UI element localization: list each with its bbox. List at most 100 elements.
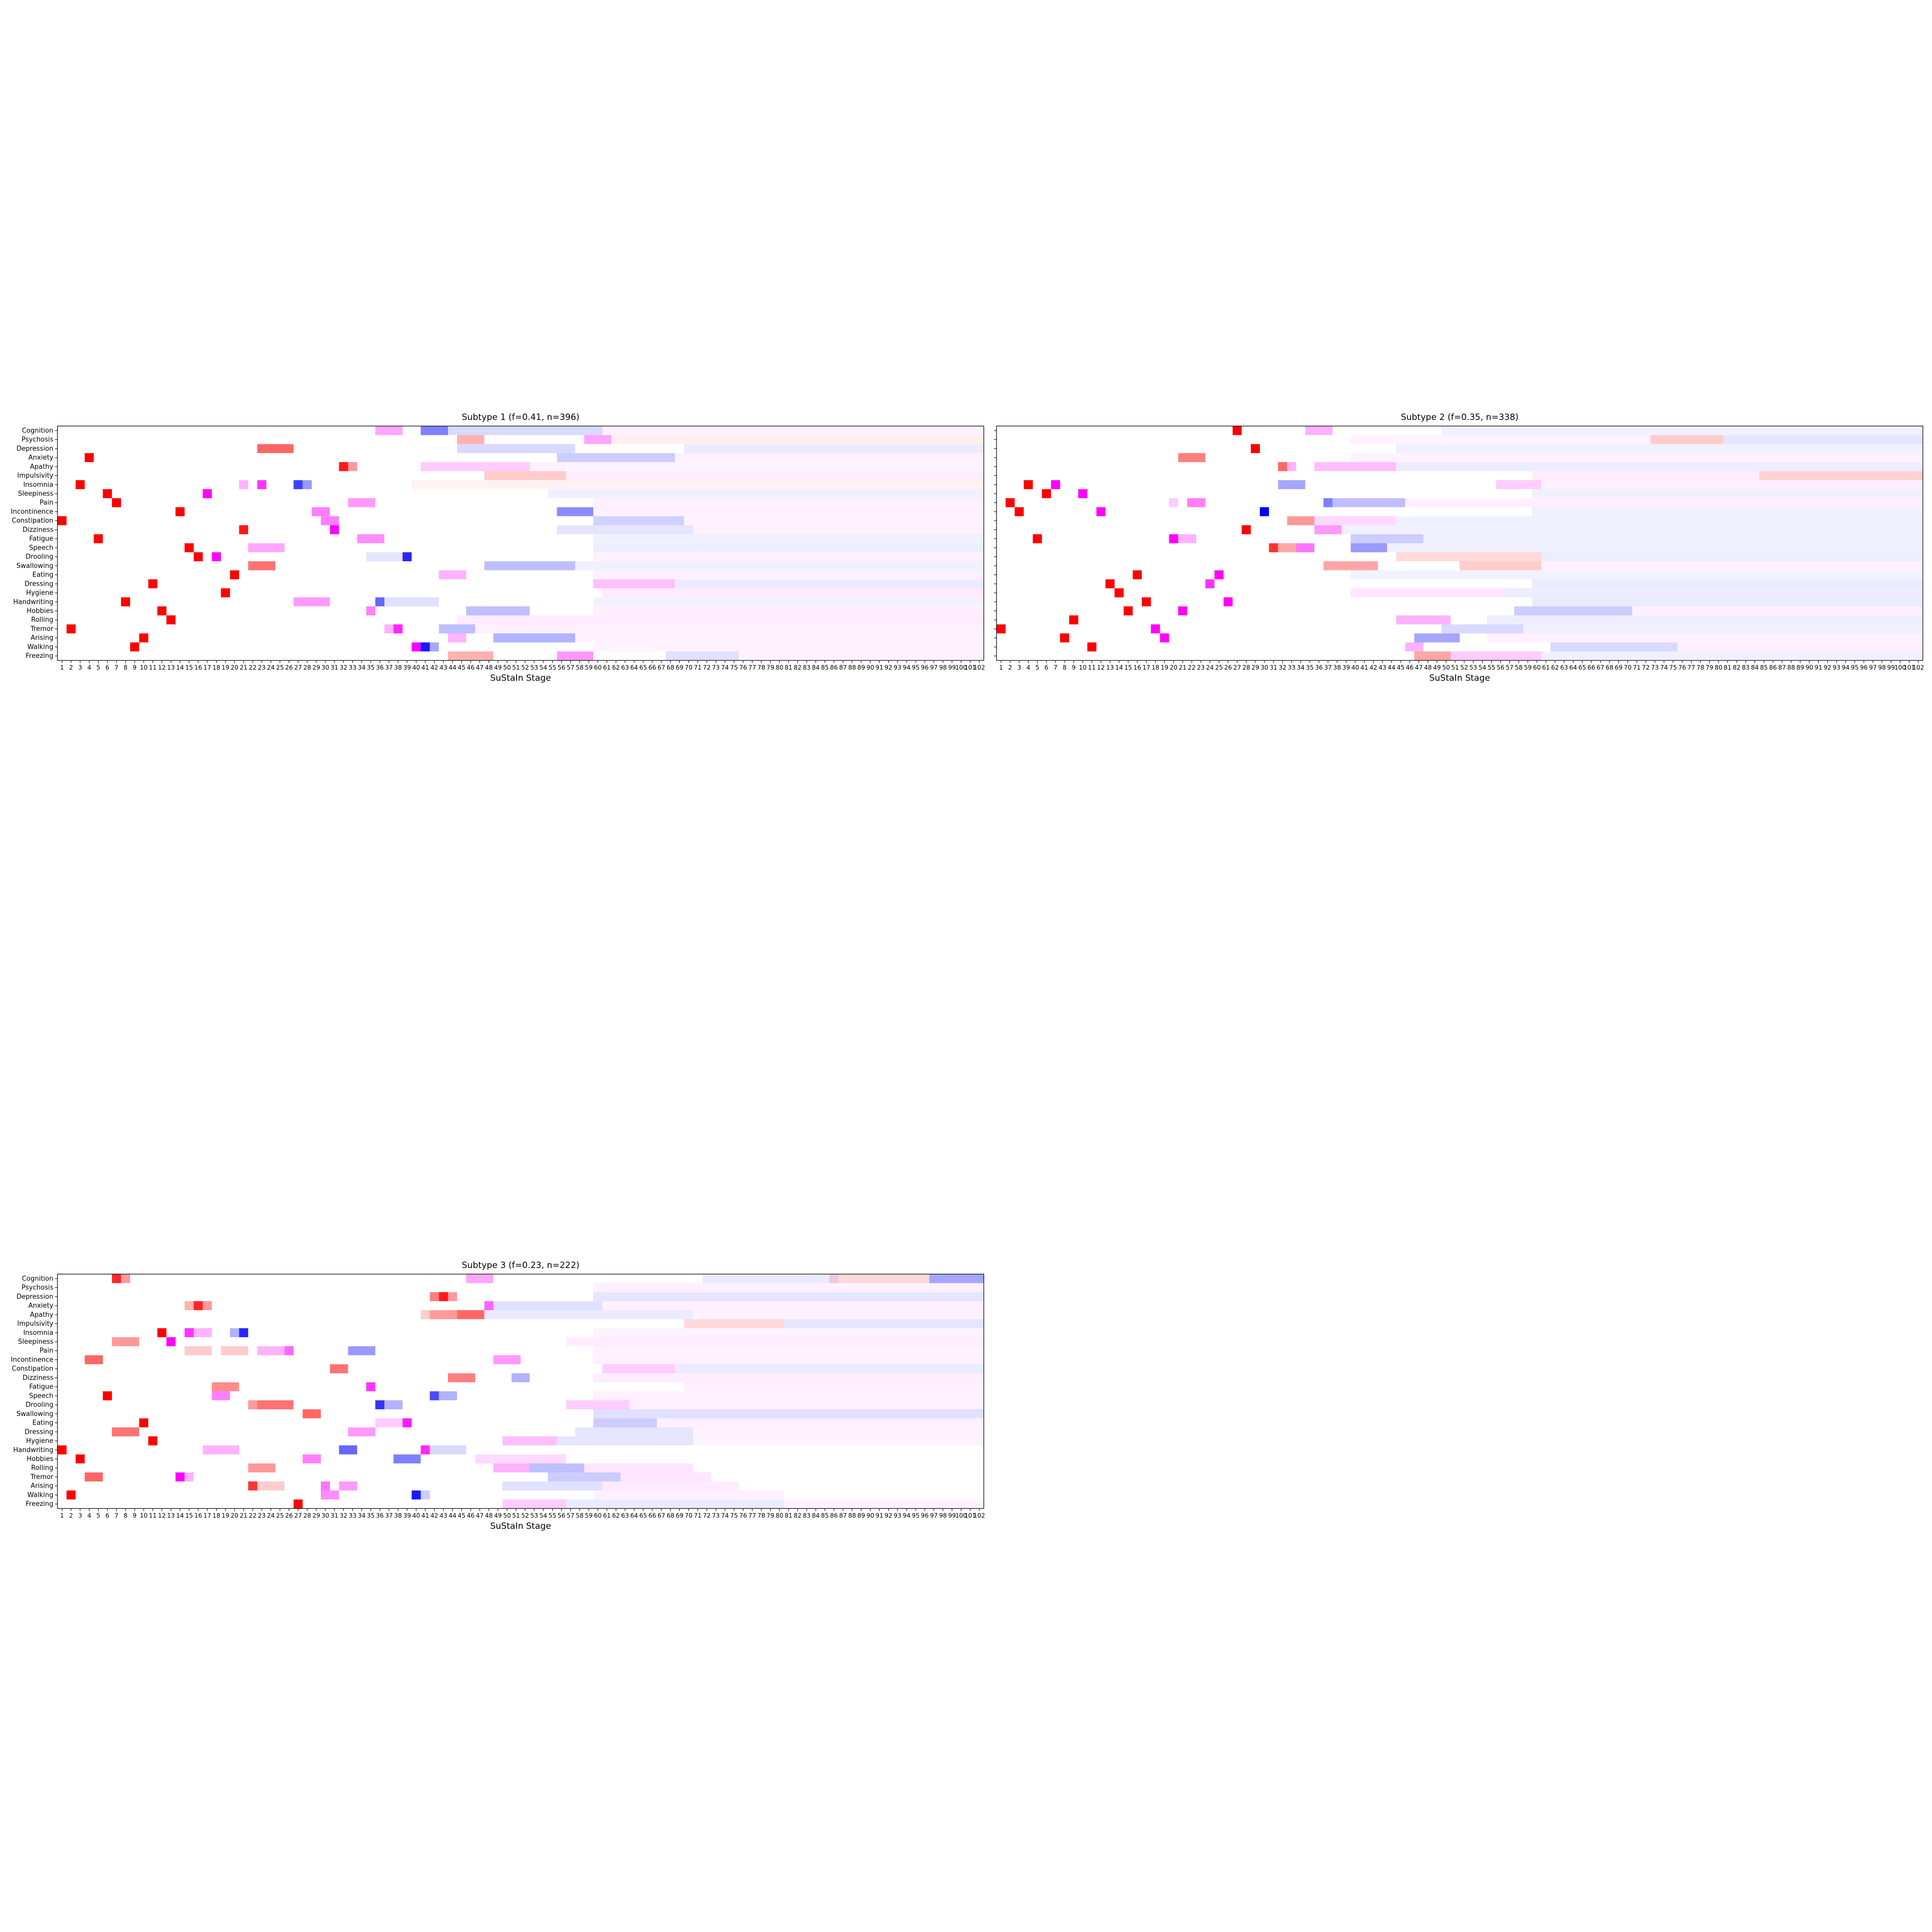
stage-tick-label: 26 [285, 1512, 293, 1519]
stage-cell [557, 1436, 693, 1445]
stage-tick-label: 43 [440, 664, 447, 671]
stage-cell [457, 1310, 485, 1319]
stage-tick-label: 19 [222, 664, 229, 671]
stage-cell [1414, 651, 1451, 660]
stage-tick-label: 99 [1887, 664, 1895, 671]
stage-tick-label: 29 [1251, 664, 1259, 671]
stage-cell [1451, 651, 1542, 660]
stage-cell [239, 480, 249, 490]
stage-tick-label: 42 [431, 1512, 438, 1519]
stage-cell [1287, 516, 1315, 526]
stage-cell [157, 1328, 167, 1338]
stage-cell [593, 543, 984, 553]
stage-tick-label: 9 [1072, 664, 1076, 671]
stage-tick-label: 73 [1651, 664, 1658, 671]
stage-tick-label: 27 [294, 664, 302, 671]
stage-tick-label: 64 [1569, 664, 1577, 671]
stage-cell [321, 1481, 330, 1491]
biomarker-label: Swallowing [16, 562, 53, 570]
stage-tick-label: 70 [685, 1512, 692, 1519]
biomarker-label: Insomnia [23, 1329, 53, 1337]
stage-tick-label: 9 [133, 664, 137, 671]
stage-tick-label: 66 [648, 1512, 656, 1519]
stage-tick-label: 69 [676, 664, 683, 671]
stage-cell [430, 1292, 439, 1302]
stage-cell [339, 1481, 357, 1491]
stage-cell [1532, 597, 1923, 607]
stage-tick-label: 25 [1215, 664, 1223, 671]
stage-cell [666, 651, 739, 660]
stage-tick-label: 32 [1279, 664, 1286, 671]
stage-cell [1187, 498, 1205, 507]
stage-cell [1396, 462, 1923, 471]
stage-tick-label: 74 [1660, 664, 1668, 671]
stage-tick-label: 49 [494, 1512, 502, 1519]
stage-cell [593, 552, 984, 561]
stage-tick-label: 102 [974, 664, 985, 671]
stage-cell [1069, 615, 1078, 625]
stage-cell [1169, 498, 1179, 507]
stage-tick-label: 82 [1733, 664, 1740, 671]
stage-cell [593, 1490, 784, 1500]
stage-tick-label: 80 [775, 1512, 783, 1519]
stage-cell [502, 1436, 557, 1445]
stage-cell [602, 426, 984, 435]
stage-tick-label: 92 [1824, 664, 1831, 671]
biomarker-label: Eating [33, 1420, 53, 1427]
biomarker-label: Rolling [31, 616, 53, 624]
stage-tick-label: 88 [848, 1512, 856, 1519]
biomarker-label: Sleepiness [18, 1338, 53, 1346]
stage-cell [257, 1481, 285, 1491]
biomarker-label: Rolling [31, 1464, 53, 1472]
subtype-3-stage-ticks: 1 2 3 4 5 6 7 8 9 10 11 12 13 14 15 16 17 18 19 20 21 22 23 24 2… [60, 1508, 985, 1519]
stage-tick-label: 59 [585, 1512, 592, 1519]
biomarker-label: Arising [31, 635, 53, 642]
biomarker-label: Walking [27, 643, 53, 651]
stage-tick-label: 46 [467, 1512, 474, 1519]
stage-cell [466, 606, 530, 616]
stage-cell [439, 1292, 448, 1302]
stage-cell [384, 624, 394, 633]
stage-cell [175, 507, 185, 517]
stage-cell [366, 552, 403, 561]
stage-cell [593, 1283, 984, 1292]
biomarker-label: Drooling [25, 553, 53, 561]
stage-tick-label: 27 [1233, 664, 1241, 671]
stage-cell [1042, 489, 1051, 498]
stage-tick-label: 96 [1860, 664, 1867, 671]
stage-cell [593, 606, 984, 616]
stage-tick-label: 81 [784, 1512, 792, 1519]
stage-tick-label: 33 [1288, 664, 1295, 671]
biomarker-label: Constipation [12, 517, 53, 525]
stage-cell [1242, 525, 1251, 534]
stage-cell [148, 579, 158, 589]
stage-tick-label: 97 [1869, 664, 1877, 671]
stage-tick-label: 54 [539, 664, 547, 671]
stage-tick-label: 38 [1333, 664, 1341, 671]
stage-tick-label: 90 [1805, 664, 1813, 671]
biomarker-label: Pain [40, 1347, 53, 1355]
stage-cell [321, 1490, 339, 1500]
stage-tick-label: 12 [158, 664, 166, 671]
stage-cell [439, 624, 475, 633]
stage-cell [566, 471, 984, 480]
stage-cell [402, 1418, 412, 1428]
stage-tick-label: 36 [376, 1512, 383, 1519]
stage-tick-label: 41 [421, 1512, 429, 1519]
subtype-3-axes-frame [57, 1274, 984, 1509]
stage-cell [1232, 426, 1242, 435]
stage-tick-label: 95 [912, 1512, 919, 1519]
stage-cell [1178, 534, 1196, 544]
stage-cell [121, 1274, 130, 1283]
biomarker-label: Handwriting [13, 598, 53, 606]
stage-cell [1087, 642, 1097, 652]
biomarker-label: Dizziness [22, 526, 53, 534]
stage-cell [1396, 516, 1923, 526]
stage-tick-label: 22 [249, 664, 256, 671]
stage-tick-label: 40 [1351, 664, 1359, 671]
stage-tick-label: 21 [240, 1512, 248, 1519]
stage-cell [1350, 435, 1651, 444]
stage-tick-label: 23 [1197, 664, 1204, 671]
biomarker-label: Impulsivity [17, 1320, 53, 1328]
stage-cell [420, 1490, 430, 1500]
